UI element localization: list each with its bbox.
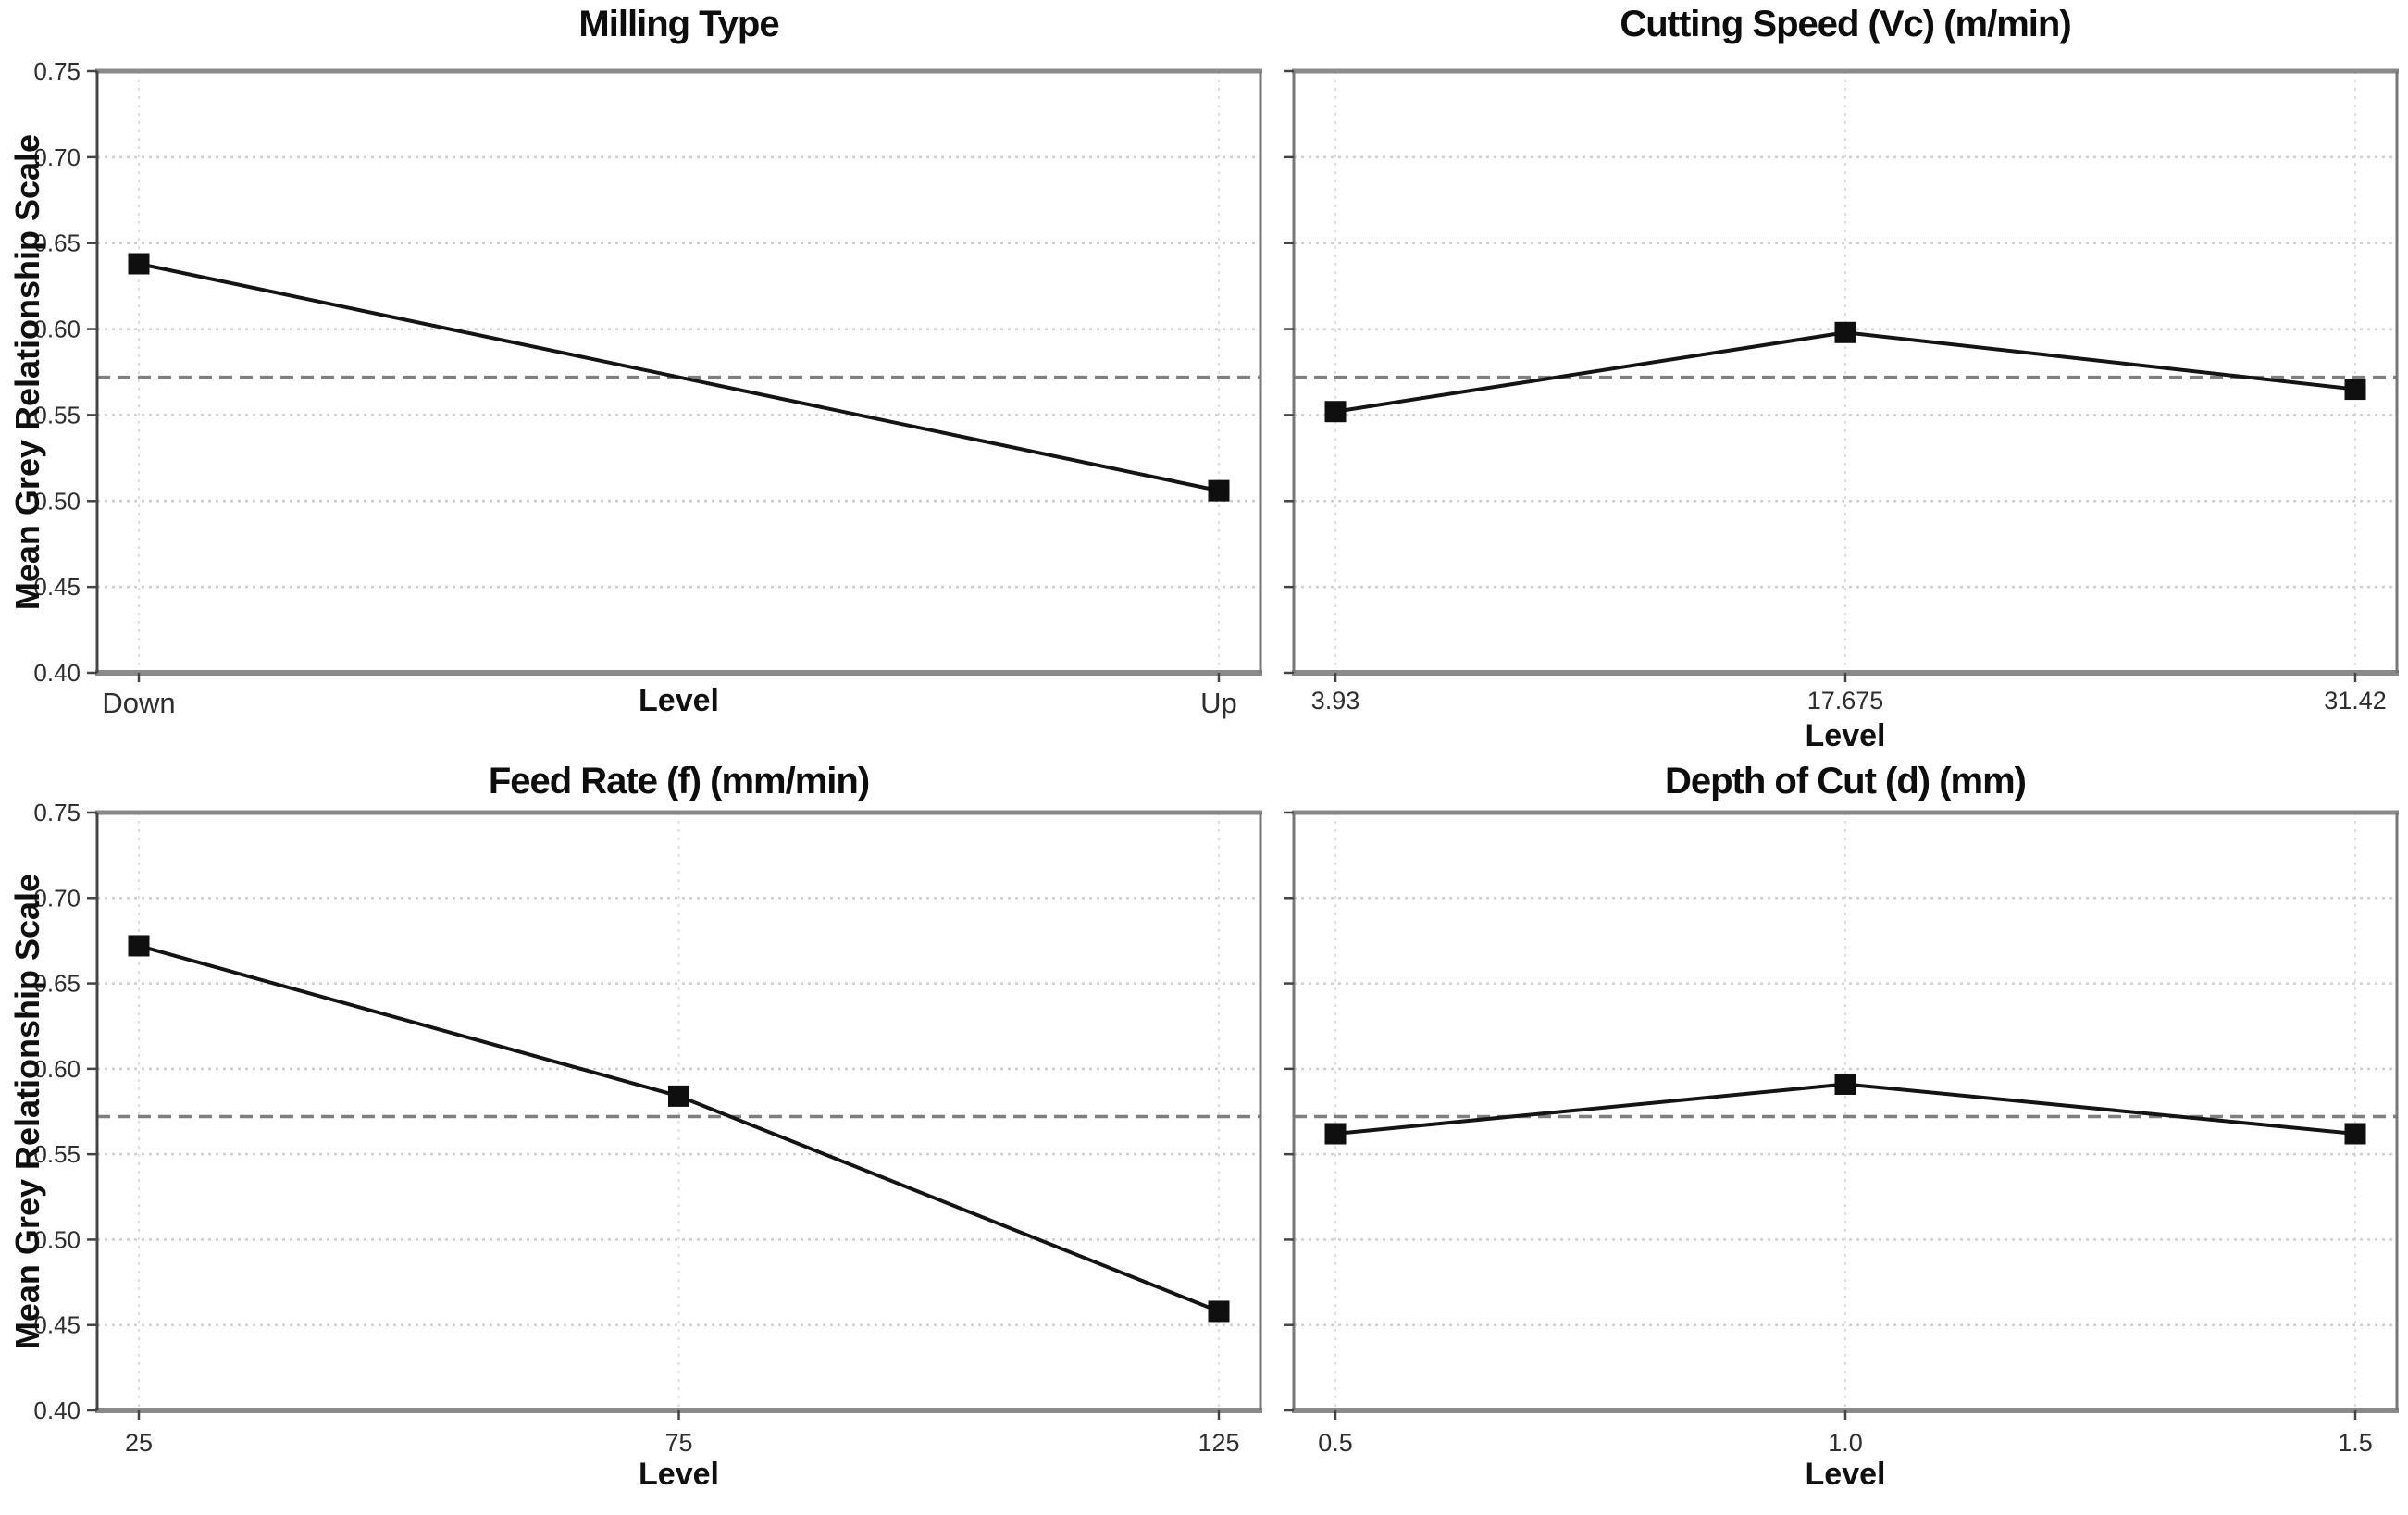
- x-axis-label-cutting-speed: Level: [1805, 718, 1886, 753]
- y-tick-label: 0.60: [33, 1055, 81, 1083]
- data-point-marker: [2344, 1123, 2366, 1145]
- y-axis-label-top-row: Mean Grey Relationship Scale: [8, 133, 46, 611]
- x-tick-label: 31.42: [2324, 687, 2387, 714]
- data-point-marker: [2344, 379, 2366, 401]
- y-tick-label: 0.45: [33, 1311, 81, 1339]
- y-tick-label: 0.70: [33, 143, 81, 171]
- panel-feed-rate-f-mm-min: 0.40 0.45 0.50 0.55 0.60 0.65 0.70 0.75 25 75 125: [33, 799, 1262, 1457]
- x-tick-label: 75: [664, 1429, 692, 1457]
- x-tick-label: 25: [125, 1429, 153, 1457]
- y-tick-label: 0.55: [33, 1140, 81, 1168]
- x-tick-label: 1.5: [2338, 1429, 2373, 1457]
- series-line: [138, 262, 1220, 493]
- y-tick-label: 0.50: [33, 1225, 81, 1253]
- y-tick-label: 0.45: [33, 573, 81, 601]
- data-point-marker: [1834, 321, 1856, 343]
- chart-title-depth-of-cut: Depth of Cut (d) (mm): [1664, 761, 2027, 801]
- x-tick-label: 3.93: [1311, 687, 1360, 714]
- y-tick-label: 0.75: [33, 57, 81, 85]
- x-tick-label: Up: [1200, 687, 1237, 719]
- chart-title-milling-type: Milling Type: [578, 4, 779, 44]
- data-point-marker: [128, 253, 150, 275]
- y-tick-label: 0.55: [33, 401, 81, 428]
- panel-depth-of-cut-d-mm: 0.5 1.0 1.5: [1284, 810, 2399, 1457]
- data-point-marker: [1208, 1300, 1230, 1323]
- data-point-marker: [1834, 1073, 1856, 1095]
- x-tick-label: 17.675: [1807, 687, 1884, 714]
- chart-title-cutting-speed: Cutting Speed (Vc) (m/min): [1620, 4, 2071, 44]
- y-tick-label: 0.40: [33, 1397, 81, 1424]
- y-tick-label: 0.60: [33, 316, 81, 343]
- x-tick-label: 0.5: [1318, 1429, 1353, 1457]
- y-tick-label: 0.75: [33, 799, 81, 826]
- y-tick-label: 0.65: [33, 230, 81, 257]
- x-tick-label: 1.0: [1828, 1429, 1863, 1457]
- x-axis-label-feed-rate: Level: [639, 1457, 719, 1492]
- x-tick-label: 125: [1198, 1429, 1239, 1457]
- x-tick-label: Down: [102, 687, 175, 719]
- panel-milling-type: 0.40 0.45 0.50 0.55 0.60 0.65 0.70 0.75 Down Up: [33, 57, 1262, 719]
- data-point-marker: [1324, 1123, 1347, 1145]
- data-point-marker: [668, 1085, 689, 1107]
- data-point-marker: [1324, 401, 1347, 423]
- y-tick-label: 0.40: [33, 659, 81, 687]
- panel-cutting-speed-vc-m-min: 3.93 17.675 31.42: [1284, 68, 2399, 714]
- y-axis-label-bottom-row: Mean Grey Relationship Scale: [8, 873, 46, 1350]
- data-point-marker: [128, 935, 150, 957]
- y-tick-label: 0.70: [33, 884, 81, 912]
- x-axis-label-depth-of-cut: Level: [1805, 1457, 1886, 1492]
- y-tick-label: 0.50: [33, 487, 81, 515]
- y-tick-label: 0.65: [33, 970, 81, 998]
- data-point-marker: [1208, 479, 1230, 502]
- chart-title-feed-rate: Feed Rate (f) (mm/min): [488, 761, 870, 801]
- x-axis-label-milling-type: Level: [639, 683, 719, 718]
